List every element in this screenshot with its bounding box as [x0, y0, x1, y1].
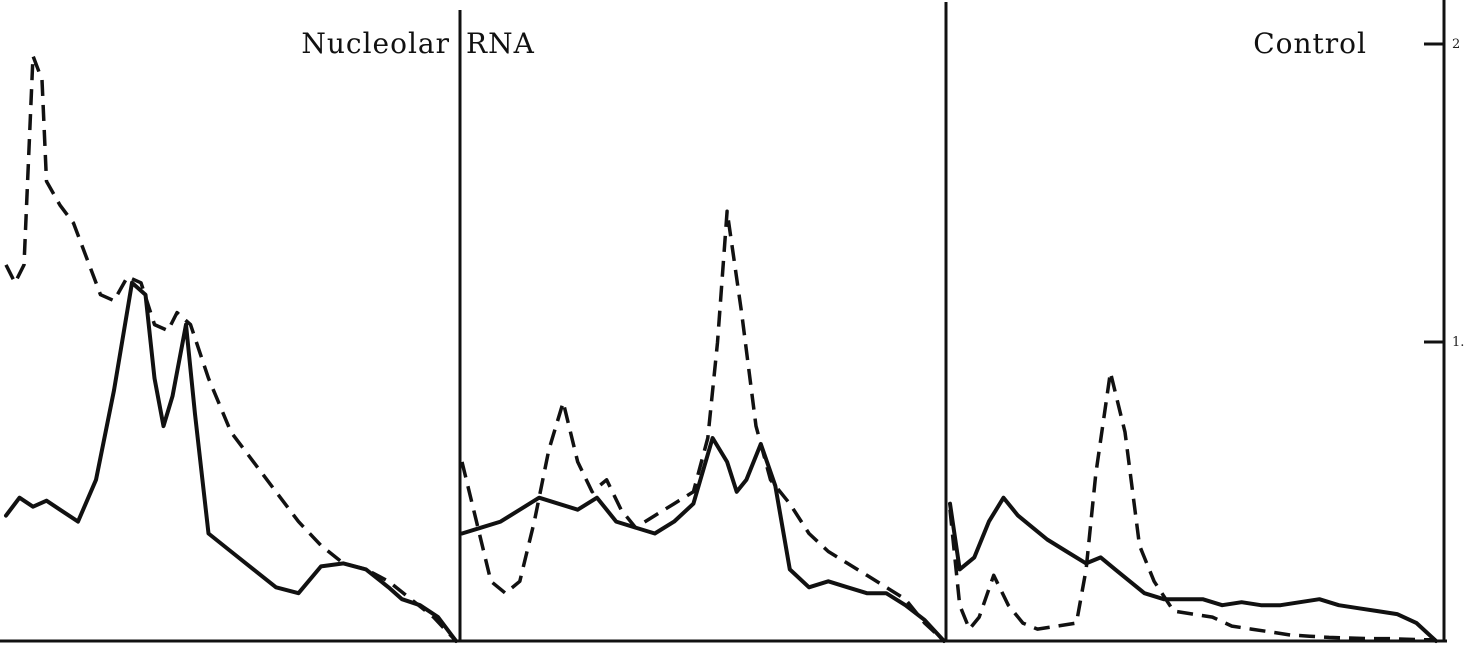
y-tick-label-1: 1.	[1452, 335, 1464, 350]
panel-label-rna: RNA	[466, 27, 535, 60]
series-line-control-solid	[948, 495, 1438, 643]
series-line-rna-solid	[460, 436, 946, 643]
y-tick-label-2: 2	[1452, 37, 1460, 52]
panel-label-control: Control	[1253, 27, 1367, 60]
series-line-rna-dashed	[460, 209, 946, 643]
panel-label-nucleolar: Nucleolar	[301, 27, 450, 60]
series-line-control-dashed	[948, 370, 1436, 642]
series-line-nucleolar-solid	[4, 280, 458, 643]
series-line-nucleolar-dashed	[4, 54, 458, 643]
series-layer	[4, 54, 1438, 643]
